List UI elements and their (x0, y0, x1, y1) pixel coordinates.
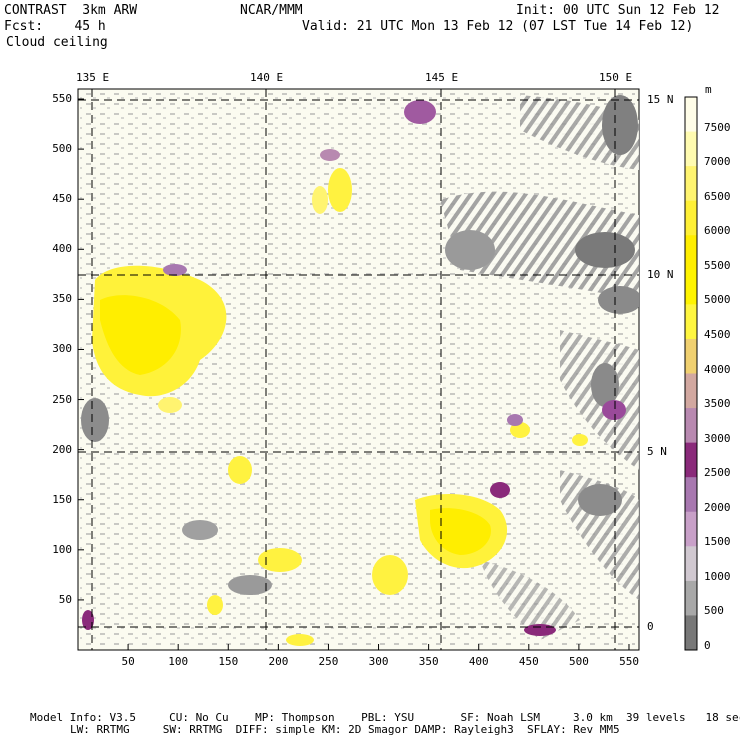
colorbar-swatch (685, 131, 697, 167)
model-info-line-1: Model Info: V3.5 CU: No Cu MP: Thompson … (30, 711, 740, 724)
longitude-label: 145 E (425, 71, 459, 84)
y-tick-label: 550 (52, 92, 73, 106)
colorbar-level-label: 2000 (704, 500, 731, 514)
y-tick-label: 200 (52, 442, 73, 456)
model-title: CONTRAST 3km ARW (4, 3, 138, 18)
x-tick-label: 350 (418, 655, 439, 668)
colorbar-swatch (685, 166, 697, 202)
lat-lon-grid (78, 89, 639, 650)
colorbar-frame (684, 96, 698, 651)
longitude-label: 135 E (76, 71, 110, 84)
colorbar-level-label: 6500 (704, 189, 731, 203)
latitude-label: 0 (647, 620, 654, 633)
colorbar-swatch (685, 97, 697, 133)
colorbar-swatch (685, 235, 697, 271)
colorbar-level-label: 5000 (704, 293, 731, 307)
y-tick-label: 450 (52, 192, 73, 206)
colorbar-level-label: 0 (704, 639, 711, 652)
latitude-label: 10 N (647, 268, 674, 281)
colorbar-swatch (685, 511, 697, 547)
colorbar (684, 96, 698, 651)
forecast-hour: Fcst: 45 h (4, 19, 106, 34)
latitude-label: 5 N (647, 445, 667, 458)
colorbar-level-label: 3000 (704, 431, 731, 445)
colorbar-level-label: 500 (704, 604, 724, 618)
x-tick-label: 100 (168, 655, 189, 668)
colorbar-swatch (685, 442, 697, 478)
y-tick-label: 400 (52, 242, 73, 256)
y-tick-label: 150 (52, 492, 73, 506)
colorbar-swatch (685, 269, 697, 305)
cloud-ceiling-field (80, 92, 639, 647)
x-tick-label: 50 (121, 655, 135, 668)
x-tick-label: 300 (368, 655, 389, 668)
x-tick-label: 500 (568, 655, 589, 668)
colorbar-swatch (685, 373, 697, 409)
colorbar-level-label: 1500 (704, 535, 731, 549)
colorbar-level-label: 4000 (704, 362, 731, 376)
colorbar-level-label: 1000 (704, 569, 731, 583)
colorbar-swatch (685, 338, 697, 374)
x-tick-label: 250 (318, 655, 339, 668)
longitude-label: 150 E (599, 71, 633, 84)
cloud-ceiling-map (77, 88, 698, 651)
colorbar-swatch (685, 200, 697, 236)
colorbar-level-label: 3500 (704, 397, 731, 411)
org-label: NCAR/MMM (240, 3, 303, 18)
axis-ticks (78, 98, 630, 650)
y-tick-label: 100 (52, 542, 73, 556)
x-tick-label: 550 (619, 655, 639, 668)
y-tick-label: 350 (52, 292, 73, 306)
colorbar-level-label: 7500 (704, 120, 731, 134)
colorbar-swatch (685, 615, 697, 651)
x-tick-label: 400 (468, 655, 489, 668)
x-tick-label: 200 (268, 655, 289, 668)
colorbar-swatch (685, 546, 697, 582)
x-tick-label: 450 (518, 655, 539, 668)
colorbar-swatch (685, 408, 697, 444)
init-time: Init: 00 UTC Sun 12 Feb 12 (516, 3, 720, 18)
colorbar-level-label: 5500 (704, 258, 731, 272)
y-tick-label: 50 (58, 592, 73, 606)
longitude-label: 140 E (250, 71, 284, 84)
valid-time: Valid: 21 UTC Mon 13 Feb 12 (07 LST Tue … (302, 19, 694, 34)
colorbar-level-label: 6000 (704, 224, 731, 238)
field-name: Cloud ceiling (6, 35, 108, 50)
colorbar-level-label: 7000 (704, 155, 731, 169)
y-tick-label: 500 (52, 142, 73, 156)
model-info-line-2: LW: RRTMG SW: RRTMG DIFF: simple KM: 2D … (70, 723, 620, 736)
colorbar-level-label: 4500 (704, 327, 731, 341)
x-tick-label: 150 (218, 655, 239, 668)
colorbar-swatch (685, 580, 697, 616)
colorbar-level-label: 2500 (704, 466, 731, 480)
colorbar-swatch (685, 477, 697, 513)
latitude-label: 15 N (647, 93, 674, 106)
colorbar-swatch (685, 304, 697, 340)
colorbar-unit: m (705, 83, 712, 96)
y-tick-label: 250 (52, 392, 73, 406)
y-tick-label: 300 (52, 342, 73, 356)
